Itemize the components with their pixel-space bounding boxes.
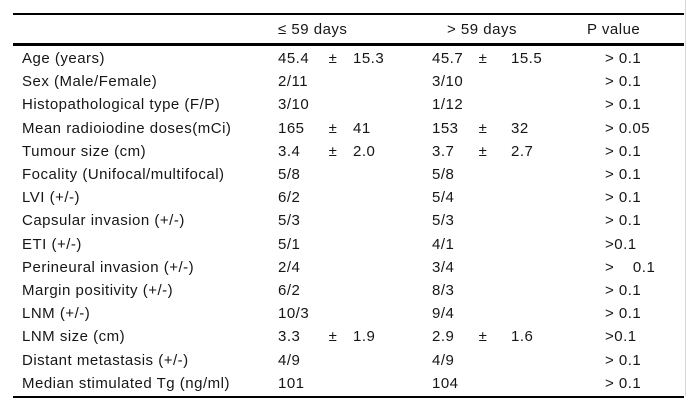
group2-value: 5/3 xyxy=(432,212,455,230)
p-value: > 0.1 xyxy=(605,281,642,299)
group1-value: 10/3 xyxy=(278,305,310,323)
group1-value: 4/9 xyxy=(278,351,301,369)
group1-value: 3/10 xyxy=(278,96,310,114)
p-value: > 0.05 xyxy=(605,119,651,137)
group2-plus-minus: ± xyxy=(478,50,488,68)
p-value: >0.1 xyxy=(605,328,637,346)
group1-value: 5/8 xyxy=(278,166,301,184)
group1-value: 3.3 xyxy=(278,328,301,346)
group2-value: 5/8 xyxy=(432,166,455,184)
group1-sd: 15.3 xyxy=(353,50,385,68)
group1-value: 6/2 xyxy=(278,281,301,299)
p-value: > 0.1 xyxy=(605,166,642,184)
table-row: Perineural invasion (+/-) 2/4 3/4 > 0.1 xyxy=(13,256,684,279)
group2-plus-minus: ± xyxy=(478,328,488,346)
group2-sd: 32 xyxy=(511,119,529,137)
table-row: Histopathological type (F/P) 3/10 1/12 >… xyxy=(13,93,684,116)
group2-value: 8/3 xyxy=(432,281,455,299)
p-value: > 0.1 xyxy=(605,73,642,91)
p-value: > 0.1 xyxy=(605,351,642,369)
row-label: Capsular invasion (+/-) xyxy=(22,212,185,230)
table-row: Age (years) 45.4 ± 15.3 45.7 ± 15.5 > 0.… xyxy=(13,47,684,70)
p-value: > 0.1 xyxy=(605,189,642,207)
table-row: Focality (Unifocal/multifocal) 5/8 5/8 >… xyxy=(13,163,684,186)
group1-sd: 1.9 xyxy=(353,328,376,346)
group2-sd: 15.5 xyxy=(511,50,543,68)
row-label: Sex (Male/Female) xyxy=(22,73,158,91)
row-label: Perineural invasion (+/-) xyxy=(22,258,195,276)
group2-plus-minus: ± xyxy=(478,142,488,160)
group2-sd: 1.6 xyxy=(511,328,534,346)
group2-value: 3/10 xyxy=(432,73,464,91)
row-label: Age (years) xyxy=(22,50,106,68)
group2-sd: 2.7 xyxy=(511,142,534,160)
group1-plus-minus: ± xyxy=(328,119,338,137)
row-label: LVI (+/-) xyxy=(22,189,80,207)
group1-value: 3.4 xyxy=(278,142,301,160)
p-value: > 0.1 xyxy=(605,96,642,114)
group2-value: 2.9 xyxy=(432,328,455,346)
table-row: Margin positivity (+/-) 6/2 8/3 > 0.1 xyxy=(13,279,684,302)
table-row: Distant metastasis (+/-) 4/9 4/9 > 0.1 xyxy=(13,348,684,371)
group1-value: 2/11 xyxy=(278,73,309,91)
group1-value: 5/1 xyxy=(278,235,301,253)
group1-value: 2/4 xyxy=(278,258,301,276)
group1-value: 45.4 xyxy=(278,50,310,68)
row-label: Margin positivity (+/-) xyxy=(22,281,174,299)
row-label: Tumour size (cm) xyxy=(22,142,147,160)
column-header-gt-59-days: > 59 days xyxy=(447,20,517,38)
group1-plus-minus: ± xyxy=(328,328,338,346)
table-row: ETI (+/-) 5/1 4/1 >0.1 xyxy=(13,233,684,256)
group1-plus-minus: ± xyxy=(328,142,338,160)
row-label: Histopathological type (F/P) xyxy=(22,96,221,114)
table-row: LNM (+/-) 10/3 9/4 > 0.1 xyxy=(13,302,684,325)
row-label: LNM (+/-) xyxy=(22,305,91,323)
column-header-le-59-days: ≤ 59 days xyxy=(278,20,348,38)
table-row: Mean radioiodine doses(mCi) 165 ± 41 153… xyxy=(13,117,684,140)
row-label: Mean radioiodine doses(mCi) xyxy=(22,119,232,137)
group2-value: 104 xyxy=(432,374,459,392)
table-row: LVI (+/-) 6/2 5/4 > 0.1 xyxy=(13,186,684,209)
row-label: Focality (Unifocal/multifocal) xyxy=(22,166,225,184)
comparison-table: ≤ 59 days > 59 days P value Age (years) … xyxy=(13,13,684,398)
table-row: Tumour size (cm) 3.4 ± 2.0 3.7 ± 2.7 > 0… xyxy=(13,140,684,163)
right-column-guide-line xyxy=(685,0,686,396)
table-row: Median stimulated Tg (ng/ml) 101 104 > 0… xyxy=(13,372,684,395)
group1-value: 165 xyxy=(278,119,305,137)
group1-plus-minus: ± xyxy=(328,50,338,68)
group2-value: 1/12 xyxy=(432,96,464,114)
column-header-p-value: P value xyxy=(587,20,641,38)
group1-value: 101 xyxy=(278,374,305,392)
group2-value: 45.7 xyxy=(432,50,464,68)
row-label: Median stimulated Tg (ng/ml) xyxy=(22,374,230,392)
row-label: Distant metastasis (+/-) xyxy=(22,351,189,369)
group1-value: 5/3 xyxy=(278,212,301,230)
p-value: >0.1 xyxy=(605,235,637,253)
row-label: LNM size (cm) xyxy=(22,328,126,346)
row-label: ETI (+/-) xyxy=(22,235,82,253)
group2-value: 9/4 xyxy=(432,305,455,323)
group1-value: 6/2 xyxy=(278,189,301,207)
p-value: > 0.1 xyxy=(605,142,642,160)
p-value: > 0.1 xyxy=(605,258,656,276)
table-body: Age (years) 45.4 ± 15.3 45.7 ± 15.5 > 0.… xyxy=(13,46,684,398)
p-value: > 0.1 xyxy=(605,50,642,68)
group2-value: 3/4 xyxy=(432,258,455,276)
group1-sd: 2.0 xyxy=(353,142,376,160)
group2-value: 153 xyxy=(432,119,459,137)
group1-sd: 41 xyxy=(353,119,371,137)
group2-value: 4/1 xyxy=(432,235,455,253)
table-row: Sex (Male/Female) 2/11 3/10 > 0.1 xyxy=(13,70,684,93)
group2-value: 4/9 xyxy=(432,351,455,369)
table-header-row: ≤ 59 days > 59 days P value xyxy=(13,13,684,46)
table-row: LNM size (cm) 3.3 ± 1.9 2.9 ± 1.6 >0.1 xyxy=(13,325,684,348)
group2-plus-minus: ± xyxy=(478,119,488,137)
group2-value: 3.7 xyxy=(432,142,455,160)
p-value: > 0.1 xyxy=(605,305,642,323)
p-value: > 0.1 xyxy=(605,212,642,230)
table-row: Capsular invasion (+/-) 5/3 5/3 > 0.1 xyxy=(13,209,684,232)
group2-value: 5/4 xyxy=(432,189,455,207)
p-value: > 0.1 xyxy=(605,374,642,392)
